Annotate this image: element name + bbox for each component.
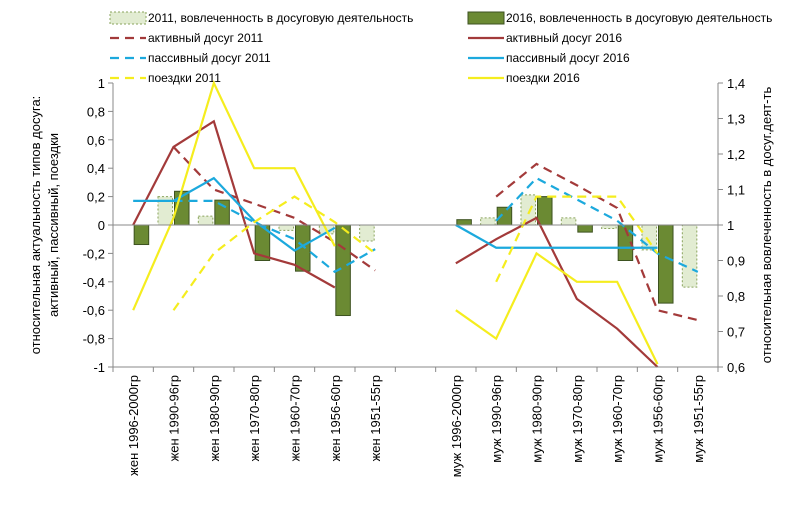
y-right-tick-label: 1,4 [727,76,745,91]
line-trips-2016 [132,79,336,311]
x-tick-label: жен 1951-55гр [368,375,383,461]
bar-bar2016 [537,196,553,226]
bar-bar2011 [359,224,375,242]
y-axis-left-label-line2: активный, пассивный, поездки [46,133,61,317]
line-trips-2011 [495,195,659,283]
y-left-tick-label: -0,2 [83,246,105,261]
y-left-tick-label: 0 [98,218,105,233]
x-tick-label: жен 1960-70гр [288,375,303,461]
x-tick-label: жен 1990-96гр [167,375,182,461]
x-tick-label: жен 1956-60гр [328,375,343,461]
legend-item: 2016, вовлеченность в досуговую деятельн… [467,11,772,25]
y-left-tick-label: 0,6 [87,133,105,148]
legend-label: пассивный досуг 2011 [148,51,271,65]
y-left-tick-label: 1 [98,76,105,91]
x-tick-label: муж 1996-2000гр [449,375,464,477]
y-right-tick-label: 1,2 [727,147,745,162]
legend-label: поездки 2016 [506,71,580,85]
y-left-tick-label: 0,2 [87,190,105,205]
line-passive-2011 [173,199,376,274]
bar-bar2011 [681,224,698,288]
bar-bar2016 [214,199,230,226]
legend-item: пассивный досуг 2016 [468,51,630,65]
y-left-tick-label: -0,8 [83,332,105,347]
y-left-tick-label: 0,4 [87,161,105,176]
y-axis-right-label: относительная вовлеченность в досуг.деят… [759,87,774,364]
legend-swatch [109,11,147,25]
y-left-tick-label: 0,8 [87,104,105,119]
x-tick-label: жен 1996-2000гр [126,375,141,476]
line-trips-2016 [455,251,659,365]
x-tick-label: жен 1970-80гр [247,375,262,461]
legend-item: 2011, вовлеченность в досуговую деятельн… [109,11,413,25]
y-left-tick-label: -1 [93,360,105,375]
line-passive-2016 [455,224,658,249]
legend-label: пассивный досуг 2016 [506,51,630,65]
line-passive-2016 [133,176,336,252]
bar-bar2016 [577,224,593,233]
x-tick-label: муж 1960-70гр [610,375,625,463]
x-tick-label: муж 1990-96гр [489,375,504,463]
legend-item: активный досуг 2016 [468,31,622,45]
line-series-group [132,79,699,368]
legend-item: пассивный досуг 2011 [110,51,271,65]
bar-bar2011 [480,217,496,226]
bar-bar2016 [133,224,150,246]
x-tick-label: муж 1956-60гр [651,375,666,463]
y-left-tick-label: -0,4 [83,275,105,290]
bar-bar2016 [456,219,472,226]
legend-label: активный досуг 2016 [506,31,622,45]
y-right-tick-label: 1 [727,218,734,233]
x-tick-label: муж 1970-80гр [570,375,585,463]
line-passive-2011 [495,176,699,273]
x-tick-label: муж 1980-90гр [530,375,545,463]
y-right-tick-label: 1,3 [727,112,745,127]
bar-bar2011 [601,224,617,230]
y-left-tick-label: -0,6 [83,303,105,318]
legend-item: поездки 2016 [468,71,580,85]
y-right-tick-label: 0,6 [727,360,745,375]
legend-item: поездки 2011 [110,71,221,85]
legend-label: поездки 2011 [148,71,221,85]
y-right-tick-label: 0,8 [727,289,745,304]
y-right-tick-label: 0,9 [727,254,745,269]
line-active-2016 [132,119,336,289]
y-right-tick-label: 0,7 [727,325,745,340]
legend-label: 2011, вовлеченность в досуговую деятельн… [148,11,413,25]
bar-series-group [133,190,698,317]
x-tick-label: жен 1980-90гр [207,375,222,461]
y-axis-left-label: относительная актуальность типов досуга: [28,96,43,355]
axes: 1 0,8 0,6 0,4 0,2 0 -0,2 -0,4 -0,6 -0,8 -1 1,4 1,3 1,… [83,76,745,477]
bar-bar2011 [641,224,657,251]
bar-bar2016 [658,224,674,304]
legend-swatch [467,11,505,25]
legend: 2011, вовлеченность в досуговую деятельн… [109,11,772,85]
legend-item: активный досуг 2011 [110,31,263,45]
y-right-tick-label: 1,1 [727,183,745,198]
bar-bar2011 [560,217,577,226]
bar-bar2011 [278,224,295,231]
legend-label: активный досуг 2011 [148,31,263,45]
bar-bar2011 [157,196,173,226]
x-tick-label: муж 1951-55гр [691,375,706,463]
legend-label: 2016, вовлеченность в досуговую деятельн… [506,11,772,25]
bar-bar2011 [520,194,536,226]
bar-bar2011 [197,215,214,226]
